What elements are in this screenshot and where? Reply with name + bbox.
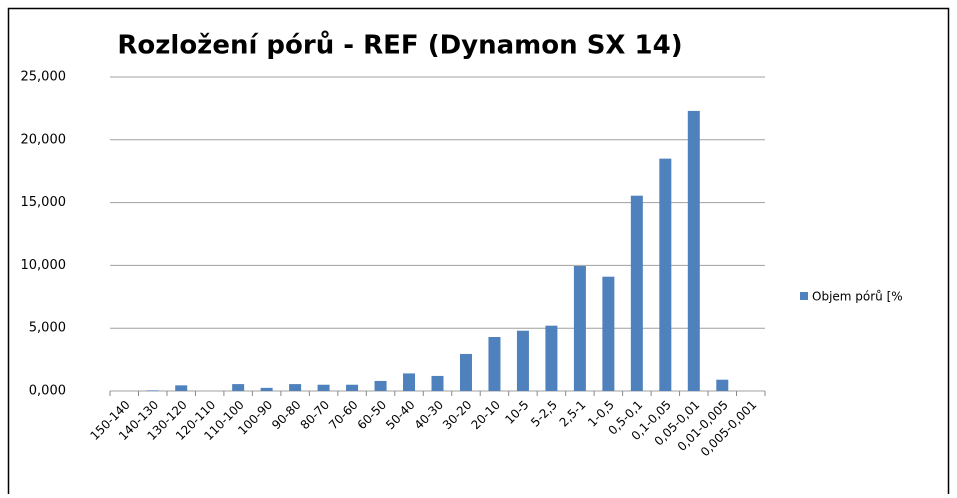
bar [659, 158, 672, 391]
legend-swatch [800, 292, 808, 300]
y-tick-label: 10,000 [21, 258, 67, 273]
bar [232, 384, 245, 391]
bar [289, 384, 302, 391]
bar [602, 276, 615, 391]
bar [716, 379, 729, 391]
bar [687, 110, 700, 392]
y-tick-label: 15,000 [21, 195, 67, 210]
chart-title: Rozložení pórů - REF (Dynamon SX 14) [117, 30, 682, 61]
bar [146, 390, 159, 391]
y-tick-label: 0,000 [29, 384, 66, 399]
bar [516, 330, 529, 391]
bar [175, 385, 188, 391]
bar [459, 353, 472, 391]
y-tick-label: 5,000 [29, 321, 66, 336]
bar [630, 195, 643, 391]
bar [317, 384, 330, 391]
y-tick-label: 25,000 [21, 70, 67, 85]
bar [374, 380, 387, 391]
bar [573, 266, 586, 391]
y-tick-label: 20,000 [21, 132, 67, 147]
bar [260, 387, 273, 391]
legend-label: Objem pórů [% [812, 290, 903, 304]
frame [7, 7, 950, 498]
bar [431, 375, 444, 391]
bar [545, 325, 558, 391]
bar [346, 384, 359, 391]
bar [403, 373, 416, 391]
bar [488, 336, 501, 391]
